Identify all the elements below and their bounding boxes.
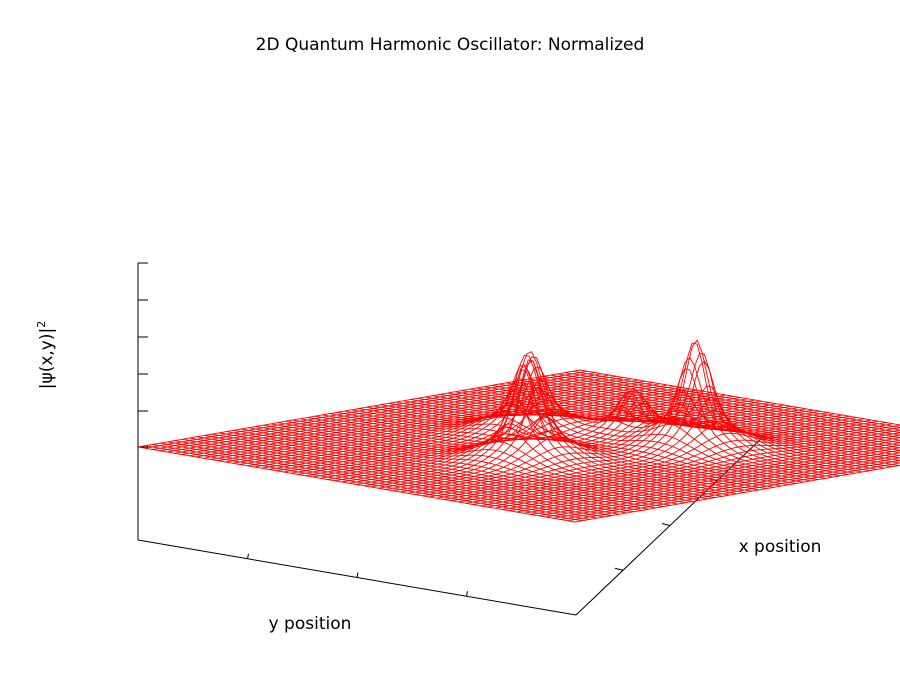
mesh-line-y xyxy=(196,379,639,458)
mesh-line-y xyxy=(465,427,900,504)
mesh-line-y xyxy=(516,444,900,513)
mesh-line-y xyxy=(363,369,806,487)
mesh-line-y xyxy=(545,454,900,518)
mesh-line-y xyxy=(480,432,900,507)
mesh-line-y xyxy=(472,429,900,505)
mesh-line-y xyxy=(247,388,690,467)
y-axis-tick xyxy=(356,572,359,578)
y-axis-title: y position xyxy=(269,614,352,634)
x-axis-title: x position xyxy=(739,537,822,557)
mesh-line-y xyxy=(159,373,602,452)
mesh-line-y xyxy=(560,459,900,520)
mesh-line-y xyxy=(145,370,588,449)
y-axis-tick xyxy=(247,553,249,559)
mesh-line-y xyxy=(341,404,784,483)
mesh-line-y xyxy=(188,378,632,457)
mesh-line-y xyxy=(458,424,900,503)
mesh-line-y xyxy=(239,387,683,465)
mesh-line-y xyxy=(487,434,900,508)
mesh-line-y xyxy=(378,384,821,489)
z-axis-title: |ψ(x,y)|2 xyxy=(35,321,57,389)
x-axis-tick xyxy=(614,567,624,571)
z-axis-title-sup: 2 xyxy=(35,321,48,328)
mesh-line-y xyxy=(385,412,828,490)
axis-ticks xyxy=(138,262,718,597)
mesh-line-y xyxy=(371,359,814,488)
mesh-line-y xyxy=(225,384,668,463)
mesh-line-y xyxy=(414,356,857,495)
mesh-line-y xyxy=(320,400,763,479)
mesh-line-y xyxy=(137,369,581,448)
mesh-line-y xyxy=(283,364,726,473)
mesh-line-y xyxy=(232,385,675,464)
mesh-line-y xyxy=(269,392,712,470)
mesh-line-y xyxy=(312,399,755,478)
mesh-line-y xyxy=(451,423,894,502)
mesh-line-y xyxy=(261,390,704,469)
mesh-line-y xyxy=(574,464,900,523)
mesh-line-y xyxy=(218,383,661,462)
mesh-line-y xyxy=(509,442,900,512)
mesh-line-y xyxy=(356,388,799,485)
mesh-line-y xyxy=(210,382,653,460)
mesh-line-y xyxy=(422,339,865,497)
mesh-line-y xyxy=(567,462,900,522)
mesh-line-y xyxy=(392,413,835,492)
mesh-line-y xyxy=(276,388,719,472)
mesh-line-y xyxy=(174,375,617,454)
mesh-line-y xyxy=(407,389,850,494)
y-axis-tick xyxy=(466,591,468,597)
mesh-line-y xyxy=(429,360,872,498)
mesh-line-y xyxy=(436,396,879,499)
mesh-line-y xyxy=(494,437,900,509)
mesh-line-y xyxy=(538,452,900,517)
mesh-line-y xyxy=(203,380,646,459)
z-axis-title-main: |ψ(x,y)| xyxy=(37,328,57,389)
chart-title: 2D Quantum Harmonic Oscillator: Normaliz… xyxy=(256,35,645,55)
mesh-line-y xyxy=(523,447,900,514)
x-axis-tick xyxy=(661,523,671,526)
mesh-line-y xyxy=(443,421,886,500)
mesh-line-y xyxy=(553,457,900,519)
mesh-line-y xyxy=(305,392,748,477)
mesh-line-y xyxy=(502,439,900,510)
mesh-line-y xyxy=(400,410,843,493)
mesh-line-y xyxy=(298,366,741,475)
surface-mesh xyxy=(137,339,900,523)
